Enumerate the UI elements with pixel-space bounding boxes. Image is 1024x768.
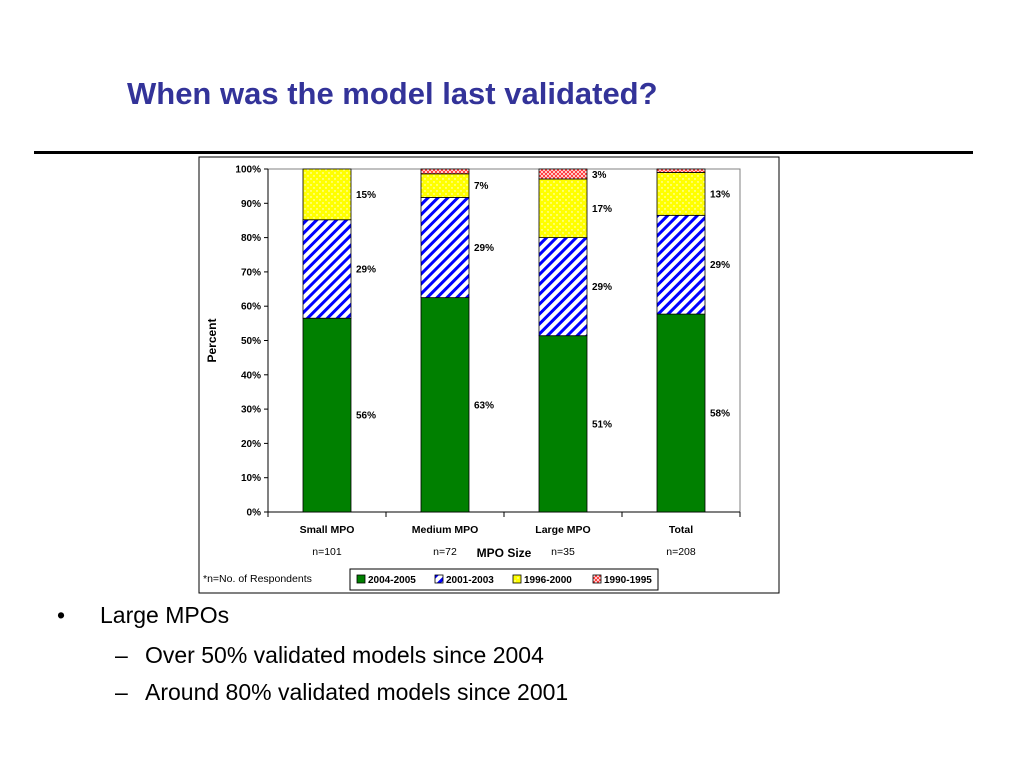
bar-segment-1990-1995 <box>420 168 470 175</box>
bar-segment-2004-2005 <box>656 313 706 513</box>
data-label: 17% <box>592 204 612 215</box>
bar-segment-2001-2003 <box>420 197 470 299</box>
bullet-text: Large MPOs <box>100 602 230 628</box>
bar-segment-2001-2003 <box>656 214 706 315</box>
bar-segment-1996-2000 <box>538 178 588 239</box>
y-tick-label: 0% <box>247 508 262 519</box>
bar-segment-1996-2000 <box>420 173 470 198</box>
y-axis-title: Percent <box>205 318 219 362</box>
data-label: 13% <box>710 189 730 200</box>
data-label: 29% <box>356 264 376 275</box>
y-tick-label: 70% <box>241 267 261 278</box>
bar-segment-2001-2003 <box>302 219 352 319</box>
bar-segment-2004-2005 <box>538 335 588 513</box>
legend-swatch-1996-2000 <box>512 574 522 584</box>
slide-title: When was the model last validated? <box>127 76 658 111</box>
bar-segment-2004-2005 <box>302 317 352 513</box>
y-tick-label: 80% <box>241 233 261 244</box>
y-tick-label: 30% <box>241 405 261 416</box>
x-category-label: Large MPO <box>535 524 590 536</box>
data-label: 15% <box>356 190 376 201</box>
data-label: 51% <box>592 419 612 430</box>
legend-label: 2001-2003 <box>446 575 494 586</box>
y-tick-label: 20% <box>241 439 261 450</box>
data-label: 58% <box>710 409 730 420</box>
bar-segment-1996-2000 <box>302 168 352 221</box>
bar-segment-2001-2003 <box>538 237 588 337</box>
respondents-label: n=35 <box>551 546 575 558</box>
data-label: 29% <box>710 260 730 271</box>
respondents-label: n=72 <box>433 546 457 558</box>
bar-segment-1996-2000 <box>656 172 706 216</box>
sub-bullet-text: Around 80% validated models since 2001 <box>145 679 569 705</box>
footnote: *n=No. of Respondents <box>203 573 312 585</box>
y-tick-label: 10% <box>241 473 261 484</box>
x-axis-title: MPO Size <box>477 546 532 560</box>
legend-box <box>349 568 659 591</box>
sub-bullet-marker: – <box>115 679 128 705</box>
legend-swatch-1990-1995 <box>592 574 602 584</box>
data-label: 29% <box>474 243 494 254</box>
y-tick-label: 90% <box>241 199 261 210</box>
respondents-label: n=101 <box>312 546 342 558</box>
y-tick-label: 40% <box>241 370 261 381</box>
respondents-label: n=208 <box>666 546 696 558</box>
sub-bullet-marker: – <box>115 642 128 668</box>
y-tick-label: 100% <box>235 165 261 176</box>
x-category-label: Total <box>669 524 693 536</box>
y-tick-label: 60% <box>241 302 261 313</box>
bar-segment-2004-2005 <box>420 297 470 513</box>
data-label: 7% <box>474 181 489 192</box>
data-label: 3% <box>592 170 607 181</box>
data-label: 56% <box>356 411 376 422</box>
sub-bullet-text: Over 50% validated models since 2004 <box>145 642 544 668</box>
x-category-label: Small MPO <box>300 524 355 536</box>
legend-label: 2004-2005 <box>368 575 416 586</box>
legend-label: 1996-2000 <box>524 575 572 586</box>
title-divider <box>34 151 973 154</box>
y-tick-label: 50% <box>241 336 261 347</box>
legend-label: 1990-1995 <box>604 575 652 586</box>
legend-swatch-2004-2005 <box>356 574 366 584</box>
data-label: 63% <box>474 400 494 411</box>
bar-segment-1990-1995 <box>656 168 706 173</box>
legend-swatch-2001-2003 <box>434 574 444 584</box>
x-category-label: Medium MPO <box>412 524 479 536</box>
bullet-marker: • <box>57 602 66 628</box>
data-label: 29% <box>592 282 612 293</box>
bar-segment-1990-1995 <box>538 168 588 180</box>
